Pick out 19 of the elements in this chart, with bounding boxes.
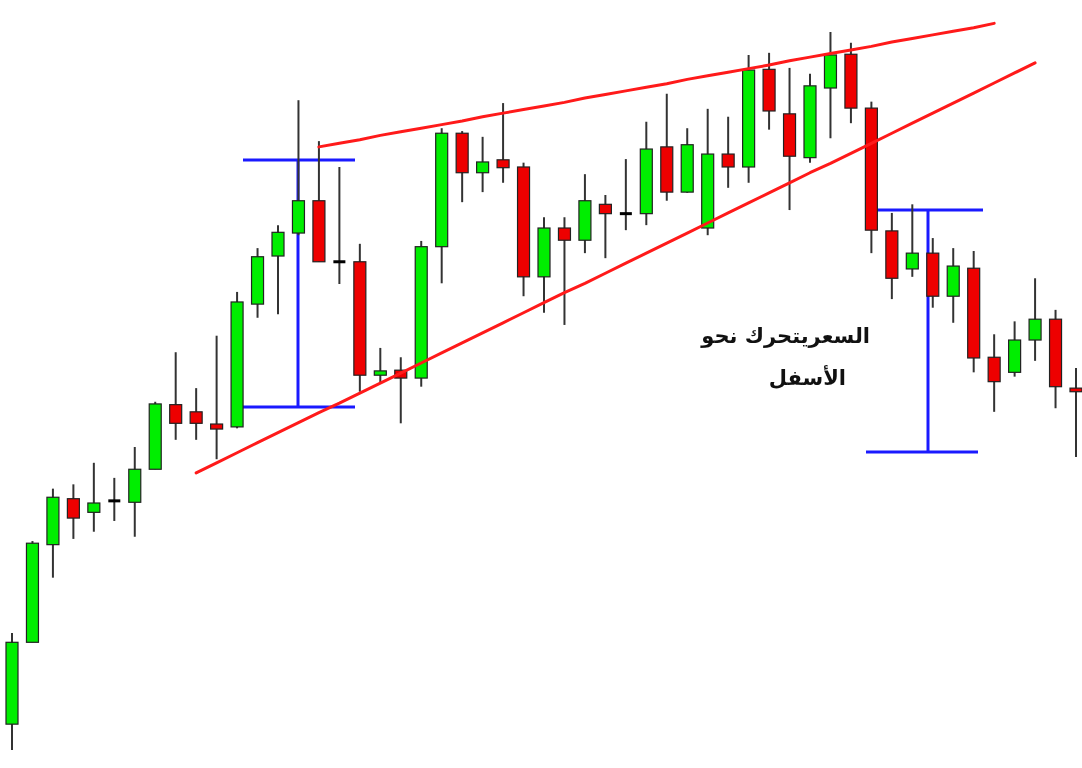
candlestick (476, 135, 490, 194)
annotation: السعريتحرك نحو الأسفل (700, 324, 870, 390)
candlestick (905, 203, 919, 278)
candlestick (108, 476, 121, 522)
candlestick (189, 387, 203, 441)
candlestick (598, 193, 612, 260)
candlestick (66, 483, 80, 540)
candlestick (721, 115, 735, 189)
candlestick (496, 102, 510, 184)
candlestick (373, 346, 387, 385)
candlestick (1028, 277, 1042, 362)
candlestick (333, 165, 346, 286)
candlestick (557, 216, 572, 326)
candlestick (169, 351, 183, 441)
candlestick (271, 224, 285, 316)
candlestick (87, 461, 101, 533)
candlestick (210, 334, 224, 461)
candlestick (619, 158, 632, 232)
candlestick (1069, 367, 1082, 459)
